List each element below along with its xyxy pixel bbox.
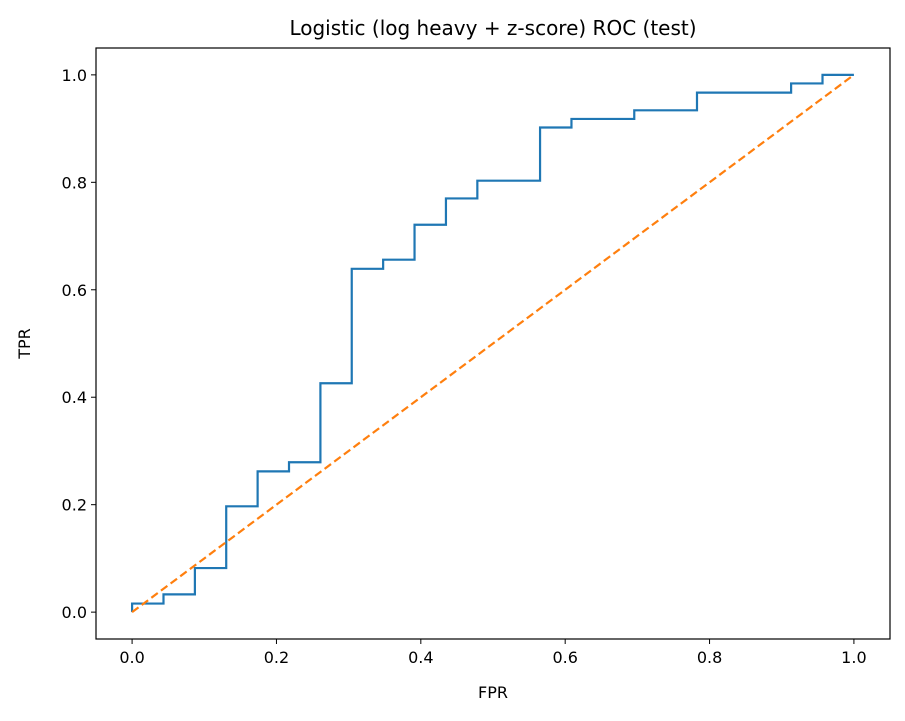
y-tick-label: 0.4 — [62, 388, 87, 407]
y-tick-label: 0.2 — [62, 496, 87, 515]
y-tick-label: 0.8 — [62, 173, 87, 192]
x-tick-label: 0.6 — [552, 648, 577, 667]
axes-frame — [95, 47, 891, 640]
y-tick-label: 1.0 — [62, 66, 87, 85]
y-tick-label: 0.6 — [62, 281, 87, 300]
y-tick-label: 0.0 — [62, 603, 87, 622]
chart-title: Logistic (log heavy + z-score) ROC (test… — [289, 16, 696, 40]
x-tick-label: 0.4 — [408, 648, 433, 667]
plot-area — [130, 73, 855, 614]
x-tick-label: 1.0 — [841, 648, 866, 667]
x-axis-ticks: 0.0 0.2 0.4 0.6 0.8 1.0 — [119, 639, 867, 667]
x-tick-label: 0.2 — [264, 648, 289, 667]
roc-curve-line — [130, 73, 854, 613]
x-axis-label: FPR — [478, 683, 508, 702]
y-axis-label: TPR — [15, 328, 34, 360]
x-tick-label: 0.0 — [119, 648, 144, 667]
x-tick-label: 0.8 — [697, 648, 722, 667]
chance-diagonal-line — [131, 73, 855, 614]
y-axis-ticks: 0.0 0.2 0.4 0.6 0.8 1.0 — [62, 66, 96, 622]
